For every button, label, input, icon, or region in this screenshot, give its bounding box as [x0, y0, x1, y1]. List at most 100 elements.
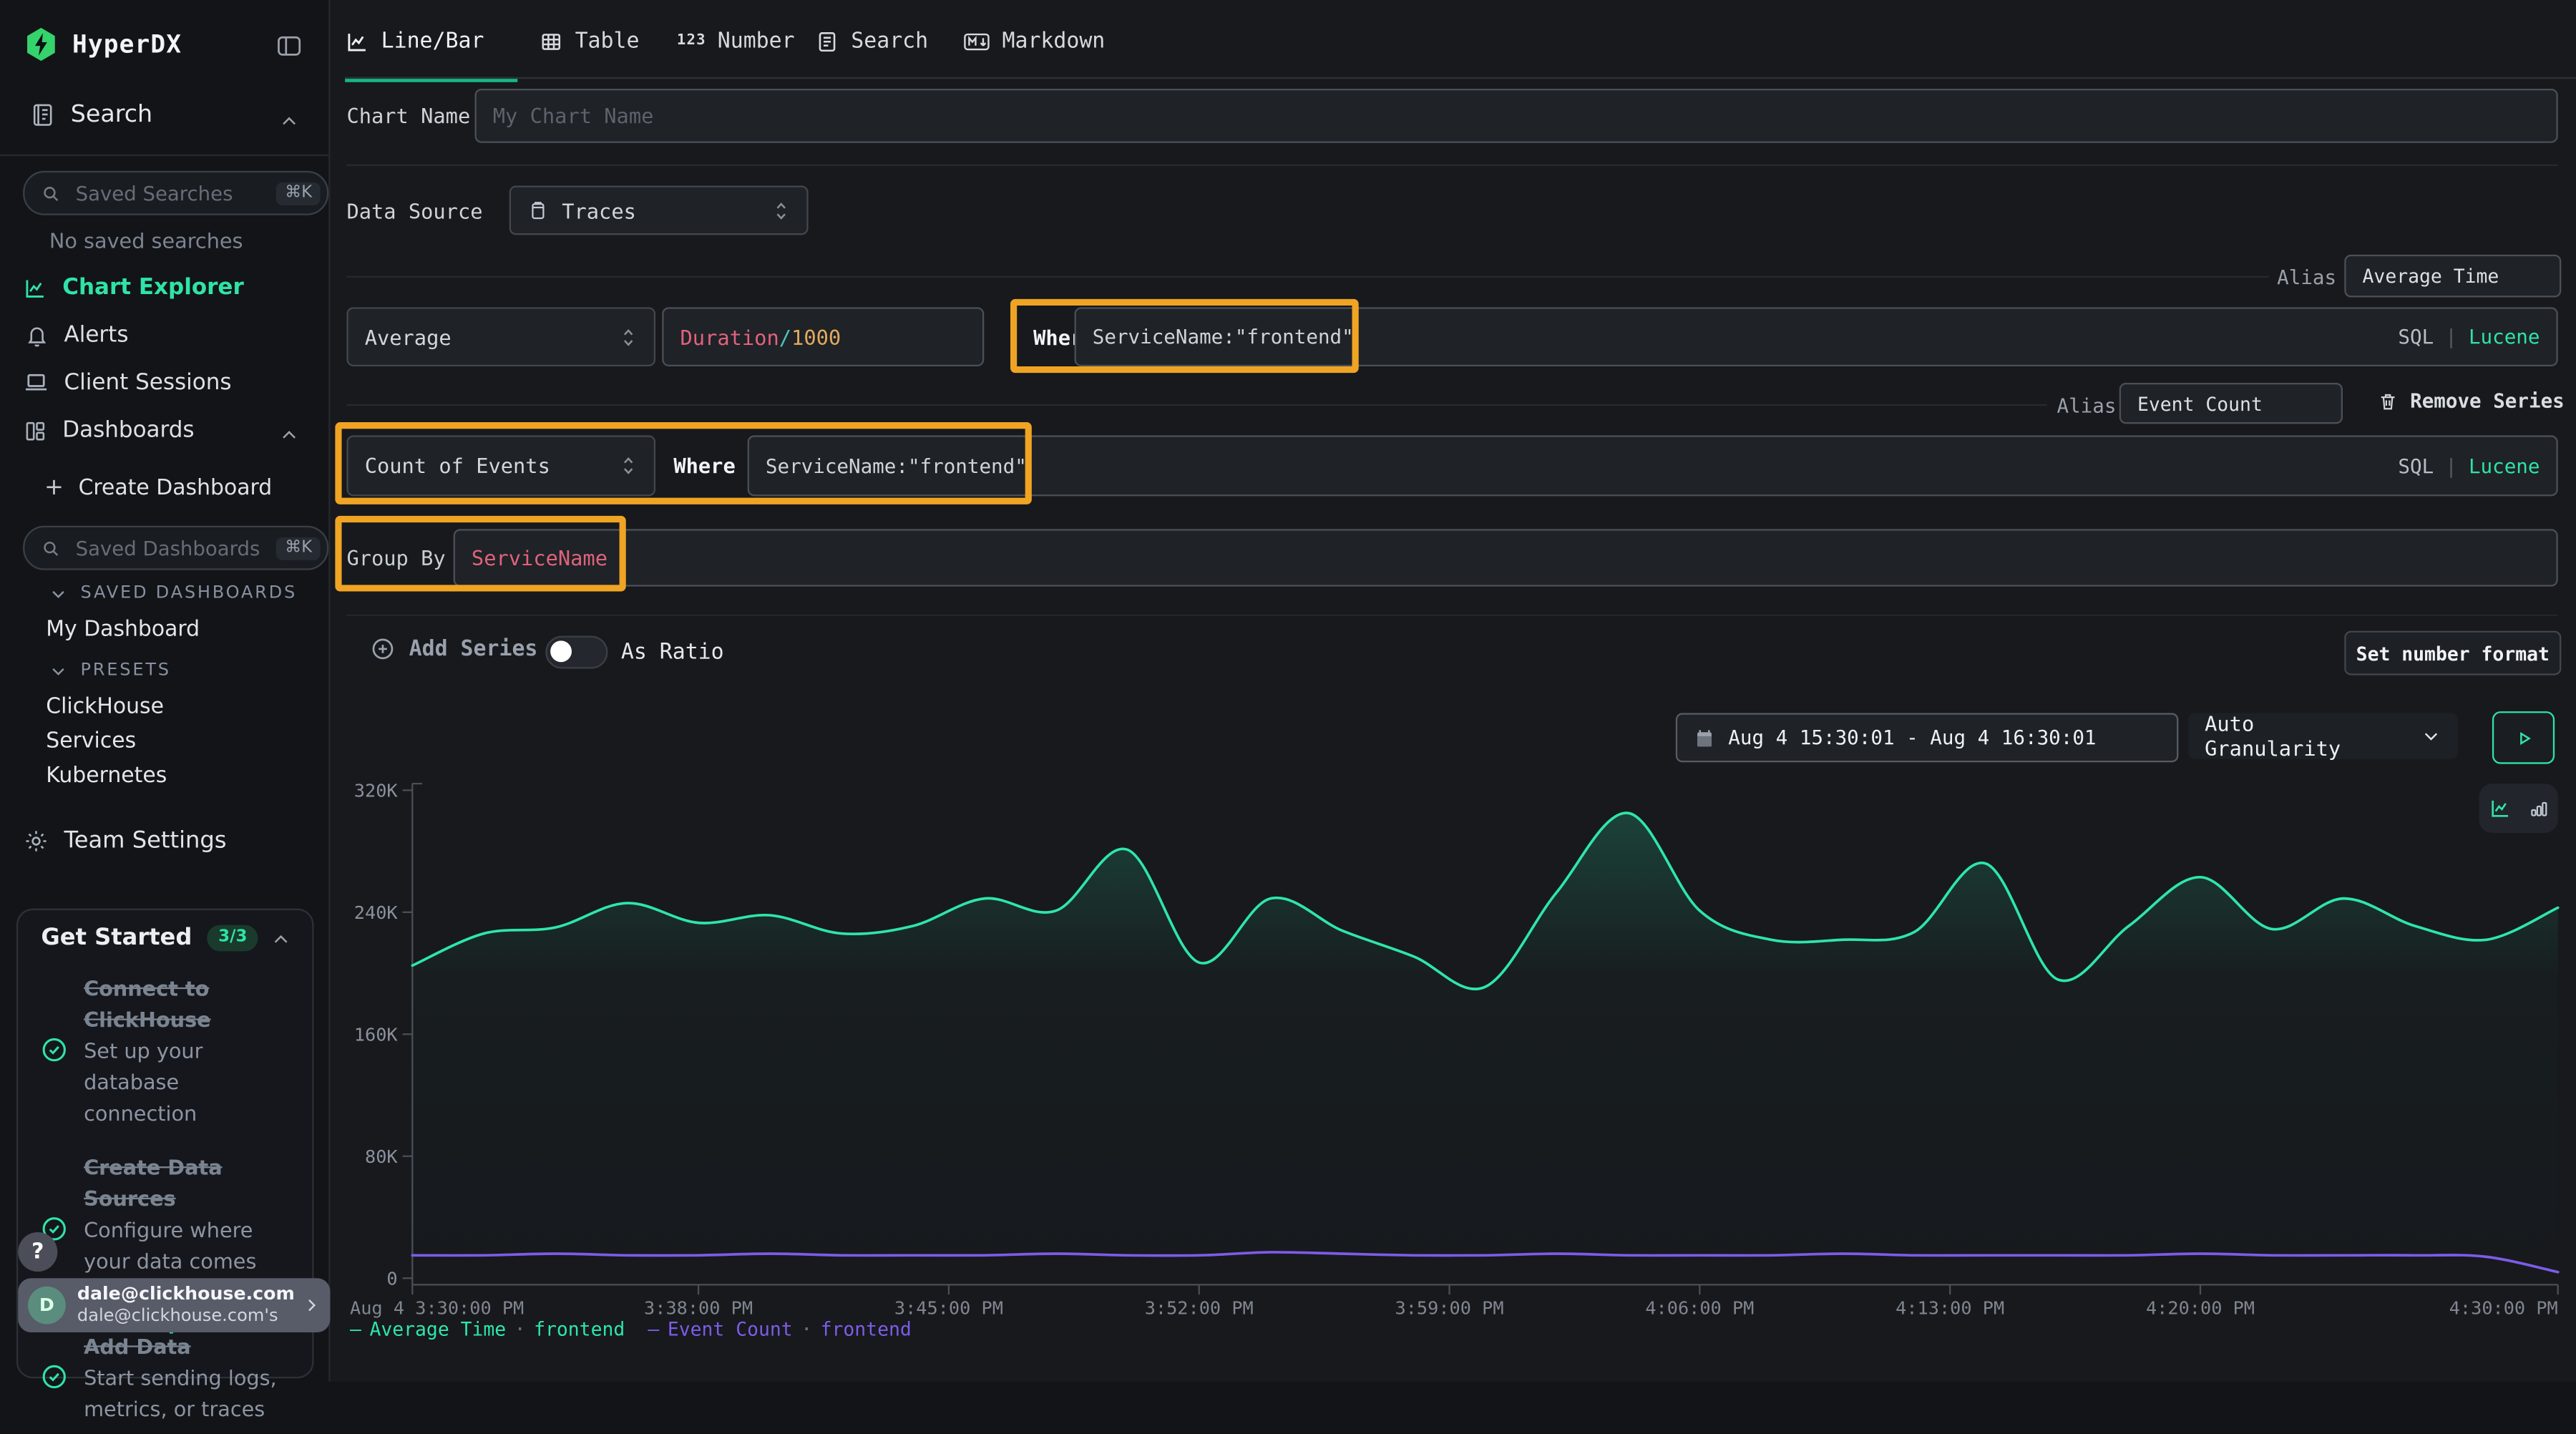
chart-legend: — Average Time · frontend — Event Count … [350, 1317, 912, 1340]
journal-icon [29, 102, 56, 128]
alias-label: Alias [2277, 266, 2336, 289]
avatar: D [28, 1287, 66, 1325]
presets-header: PRESETS [81, 660, 171, 681]
data-source-select[interactable]: Traces [509, 185, 809, 235]
collapse-sidebar-icon[interactable] [274, 31, 303, 61]
series-2-where-input[interactable]: ServiceName:"frontend" SQL | Lucene [748, 435, 2558, 496]
user-subtitle: dale@clickhouse.com's [77, 1306, 291, 1326]
saved-searches-input[interactable] [72, 180, 265, 206]
group-by-label: Group By [346, 545, 445, 570]
as-ratio-label: As Ratio [621, 640, 724, 665]
chevron-down-icon [2422, 726, 2441, 746]
line-chart-icon [345, 29, 369, 53]
sidebar-item-chart-explorer[interactable]: Chart Explorer [23, 274, 244, 301]
laptop-icon [23, 370, 49, 396]
lucene-option[interactable]: Lucene [2469, 454, 2540, 477]
sidebar-item-kubernetes[interactable]: Kubernetes [46, 764, 167, 789]
search-icon [41, 538, 61, 558]
chevron-up-icon[interactable] [279, 112, 299, 132]
series-1-field-input[interactable]: Duration/1000 [662, 307, 984, 366]
my-dashboard-label: My Dashboard [46, 618, 200, 642]
tab-table[interactable]: Table [539, 21, 639, 61]
get-started-item[interactable]: Add Data Start sending logs, metrics, or… [18, 1317, 312, 1434]
legend-item-event-count[interactable]: — Event Count · frontend [648, 1317, 911, 1340]
chevron-up-icon[interactable] [271, 930, 291, 950]
tab-markdown[interactable]: Markdown [962, 21, 1105, 61]
sidebar-item-my-dashboard[interactable]: My Dashboard [46, 618, 200, 642]
tab-number[interactable]: 123 Number [677, 21, 795, 61]
chevron-down-icon [49, 584, 67, 602]
series-2-alias-wrap [2119, 383, 2343, 424]
series-1-aggregation-select[interactable]: Average [346, 307, 655, 366]
remove-series-button[interactable]: Remove Series [2377, 389, 2565, 412]
no-saved-searches: No saved searches [49, 228, 243, 253]
lucene-option[interactable]: Lucene [2469, 326, 2540, 348]
section-presets[interactable]: PRESETS [49, 660, 171, 681]
series-2-alias-input[interactable] [2137, 392, 2325, 415]
series-1-alias-input[interactable] [2363, 265, 2544, 288]
markdown-icon [962, 29, 990, 53]
create-dashboard-button[interactable]: + Create Dashboard [44, 475, 272, 502]
plus-icon: + [44, 475, 64, 502]
sidebar-item-client-sessions[interactable]: Client Sessions [23, 370, 231, 396]
svg-text:4:30:00 PM: 4:30:00 PM [2449, 1298, 2558, 1319]
sql-option[interactable]: SQL [2398, 326, 2434, 348]
sidebar: HyperDX Search ⌘K No saved searches [0, 0, 330, 1382]
alias-label: Alias [2057, 394, 2116, 417]
as-ratio-toggle[interactable] [545, 636, 608, 669]
sidebar-section-search[interactable]: Search [29, 102, 152, 128]
series-1-where-input[interactable]: ServiceName:"frontend" SQL | Lucene [1075, 307, 2558, 366]
search-section-label: Search [71, 102, 152, 128]
dashboards-label: Dashboards [62, 417, 194, 444]
group-by-input[interactable]: ServiceName [454, 529, 2558, 586]
app-window: HyperDX Search ⌘K No saved searches [0, 0, 2576, 1382]
query-language-toggle[interactable]: SQL | Lucene [2398, 326, 2540, 348]
line-chart-icon [23, 275, 47, 300]
section-saved-dashboards[interactable]: SAVED DASHBOARDS [49, 583, 297, 603]
select-chevrons-icon [772, 200, 790, 221]
legend-item-average-time[interactable]: — Average Time · frontend [350, 1317, 625, 1340]
svg-text:3:52:00 PM: 3:52:00 PM [1145, 1298, 1254, 1319]
chart-name-label: Chart Name [346, 104, 470, 128]
svg-text:Aug 4 3:30:00 PM: Aug 4 3:30:00 PM [350, 1298, 524, 1319]
chart-name-input[interactable] [493, 104, 2540, 128]
svg-text:4:13:00 PM: 4:13:00 PM [1896, 1298, 2004, 1319]
granularity-select[interactable]: Auto Granularity [2188, 713, 2458, 759]
saved-searches-search[interactable]: ⌘K [23, 171, 328, 215]
gear-icon [23, 828, 49, 854]
sidebar-item-team-settings[interactable]: Team Settings [23, 828, 226, 854]
kbd-shortcut: ⌘K [277, 182, 321, 205]
timeseries-chart[interactable]: 080K160K240K320KAug 4 3:30:00 PM3:38:00 … [328, 772, 2576, 1347]
run-query-button[interactable] [2492, 711, 2555, 764]
alerts-label: Alerts [64, 322, 129, 348]
data-source-label: Data Source [346, 199, 482, 223]
sidebar-item-services[interactable]: Services [46, 729, 136, 753]
get-started-item[interactable]: Connect to ClickHouse Set up your databa… [18, 960, 312, 1138]
query-language-toggle[interactable]: SQL | Lucene [2398, 454, 2540, 477]
time-range-picker[interactable]: Aug 4 15:30:01 - Aug 4 16:30:01 [1676, 713, 2179, 762]
saved-dashboards-input[interactable] [72, 535, 265, 561]
tab-search[interactable]: Search [815, 21, 928, 61]
main-content: Line/Bar Table 123 Number Search Markdow… [328, 0, 2576, 1382]
svg-text:240K: 240K [354, 902, 399, 923]
sidebar-item-dashboards[interactable]: Dashboards [23, 417, 194, 444]
chart-type-tabs: Line/Bar Table 123 Number Search Markdow… [328, 0, 2576, 82]
user-card[interactable]: D dale@clickhouse.com dale@clickhouse.co… [18, 1278, 330, 1332]
help-button[interactable]: ? [18, 1232, 57, 1272]
svg-text:3:59:00 PM: 3:59:00 PM [1395, 1298, 1504, 1319]
sidebar-item-alerts[interactable]: Alerts [24, 322, 128, 348]
set-number-format-button[interactable]: Set number format [2344, 631, 2561, 675]
client-sessions-label: Client Sessions [64, 370, 232, 396]
brand-name: HyperDX [72, 29, 182, 59]
table-icon [539, 29, 563, 53]
sidebar-item-clickhouse[interactable]: ClickHouse [46, 695, 164, 719]
series-2-aggregation-select[interactable]: Count of Events [346, 435, 655, 496]
play-icon [2513, 727, 2534, 748]
chevron-right-icon [302, 1296, 320, 1314]
saved-dashboards-search[interactable]: ⌘K [23, 526, 328, 570]
chevron-up-icon[interactable] [279, 426, 299, 446]
tab-line-bar[interactable]: Line/Bar [345, 21, 484, 61]
sql-option[interactable]: SQL [2398, 454, 2434, 477]
add-series-button[interactable]: Add Series [370, 636, 538, 663]
check-circle-icon [39, 1034, 69, 1063]
